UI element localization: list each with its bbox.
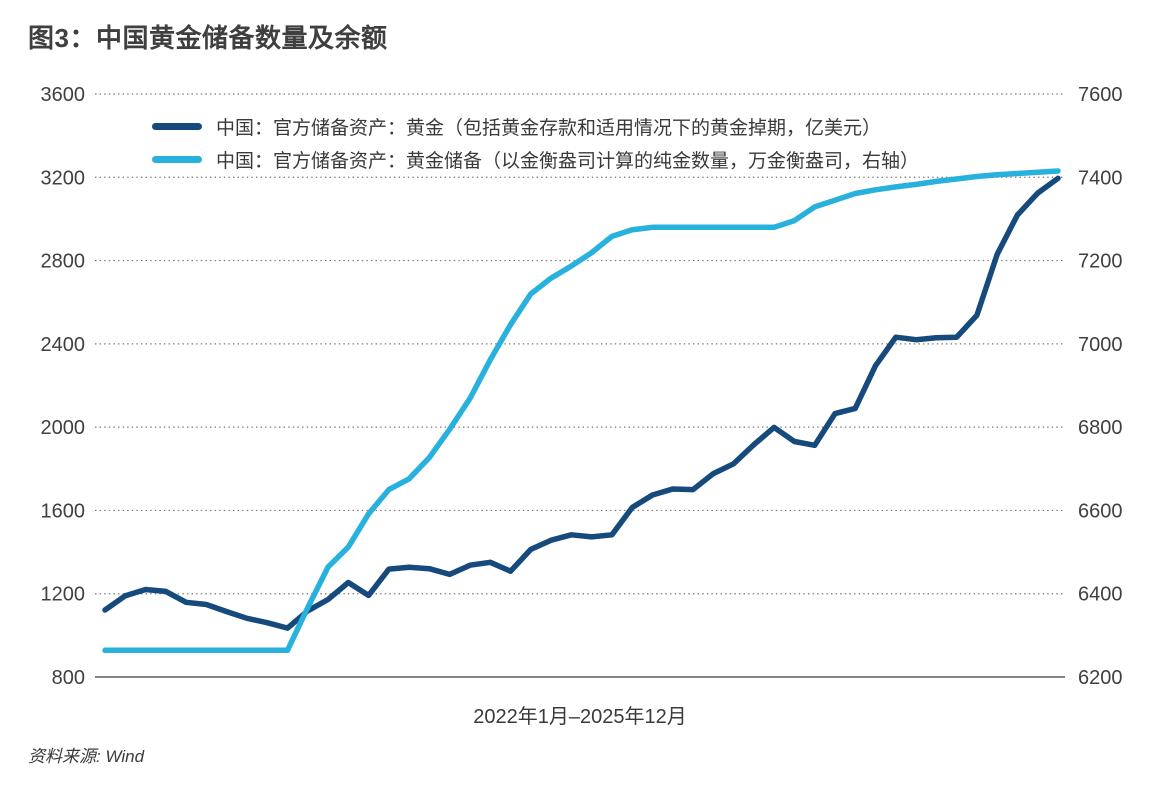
left-axis-tick: 1600 [41,500,86,522]
right-axis-tick: 6800 [1078,417,1123,439]
chart-title: 图3：中国黄金储备数量及余额 [28,23,388,53]
data-source-note: 资料来源: Wind [28,747,145,766]
left-axis-tick: 2800 [41,251,86,273]
left-axis-tick: 3600 [41,84,86,106]
left-axis-tick: 2000 [41,417,86,439]
series-line-gold-ounces [102,168,1061,654]
legend: 中国：官方储备资产：黄金（包括黄金存款和适用情况下的黄金掉期，亿美元） 中国：官… [152,110,919,176]
x-axis-range-label: 2022年1月–2025年12月 [473,706,687,728]
right-axis-tick: 7600 [1078,84,1123,106]
legend-item-gold-ounces: 中国：官方储备资产：黄金储备（以金衡盎司计算的纯金数量，万金衡盎司，右轴） [152,143,919,176]
left-axis-tick: 1200 [41,584,86,606]
right-axis-tick: 6200 [1078,667,1123,689]
legend-swatch-navy [152,123,202,130]
right-axis-tick: 6400 [1078,584,1123,606]
legend-label-gold-ounces: 中国：官方储备资产：黄金储备（以金衡盎司计算的纯金数量，万金衡盎司，右轴） [216,151,920,172]
legend-swatch-cyan [152,156,202,163]
dual-axis-line-chart: 800 6200 1200 6400 1600 6600 2000 6800 2400 7000 2… [41,84,1123,689]
left-axis-tick: 3200 [41,167,86,189]
left-axis-tick: 2400 [41,334,86,356]
left-axis-tick: 800 [52,667,85,689]
right-axis-tick: 7400 [1078,167,1123,189]
right-axis-tick: 6600 [1078,500,1123,522]
right-axis-tick: 7200 [1078,251,1123,273]
right-axis-tick: 7000 [1078,334,1123,356]
series-line-gold-usd [102,175,1061,631]
legend-item-gold-usd: 中国：官方储备资产：黄金（包括黄金存款和适用情况下的黄金掉期，亿美元） [152,110,919,143]
legend-label-gold-usd: 中国：官方储备资产：黄金（包括黄金存款和适用情况下的黄金掉期，亿美元） [216,118,882,139]
